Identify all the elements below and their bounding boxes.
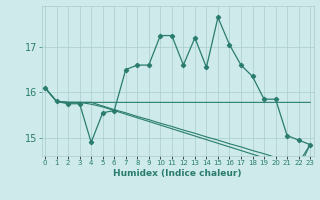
X-axis label: Humidex (Indice chaleur): Humidex (Indice chaleur) <box>113 169 242 178</box>
